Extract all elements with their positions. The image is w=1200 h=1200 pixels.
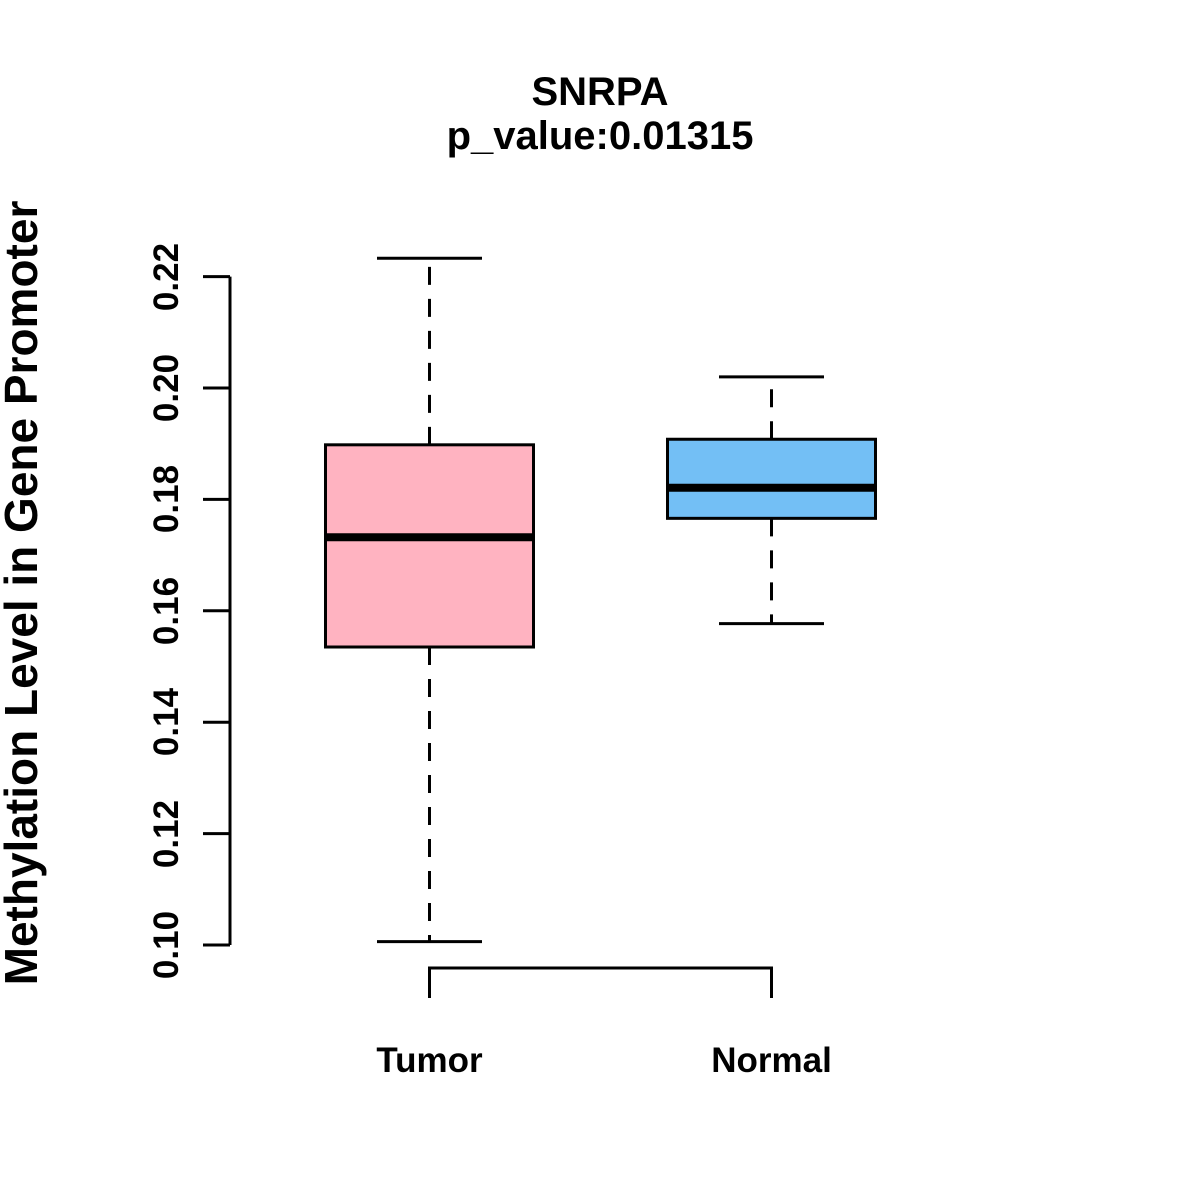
box-normal — [666, 437, 877, 520]
x-axis-line — [428, 966, 773, 998]
chart-title: SNRPA — [531, 70, 669, 114]
x-axis-label-normal: Normal — [711, 1041, 832, 1080]
x-axis-label-tumor: Tumor — [376, 1041, 483, 1080]
y-axis-title: Methylation Level in Gene Promoter — [0, 200, 47, 986]
y-tick-label: 0.16 — [147, 576, 186, 645]
y-tick-label: 0.12 — [147, 799, 186, 868]
y-tick-label: 0.10 — [147, 910, 186, 980]
y-tick-label: 0.18 — [147, 465, 186, 534]
y-tick-label: 0.14 — [147, 688, 186, 757]
y-tick-label: 0.22 — [147, 242, 186, 311]
chart-subtitle: p_value:0.01315 — [446, 114, 754, 158]
y-tick-label: 0.20 — [147, 353, 186, 423]
box-tumor — [324, 443, 535, 649]
